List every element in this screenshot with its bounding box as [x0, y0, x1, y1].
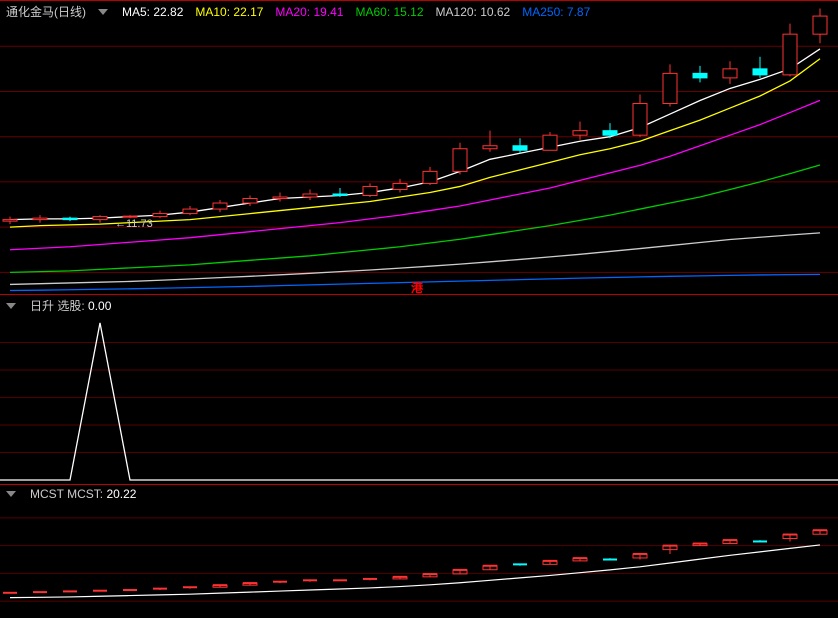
- stock-title: 通化金马(日线): [6, 3, 86, 20]
- chevron-down-icon[interactable]: [6, 491, 16, 497]
- ma5-label: MA5: 22.82: [122, 5, 183, 19]
- candlestick-chart[interactable]: [0, 1, 838, 295]
- ma60-label: MA60: 15.12: [355, 5, 423, 19]
- panel1-header: 通化金马(日线) MA5: 22.82 MA10: 22.17 MA20: 19…: [6, 3, 590, 20]
- ma10-label: MA10: 22.17: [195, 5, 263, 19]
- price-annotation: ←11.73: [115, 218, 153, 230]
- ma250-label: MA250: 7.87: [522, 5, 590, 19]
- indicator3-chart[interactable]: [0, 485, 838, 618]
- indicator-panel-2[interactable]: 日升 选股: 0.00: [0, 294, 838, 484]
- indicator3-label: MCST MCST: 20.22: [30, 487, 136, 501]
- main-candlestick-panel[interactable]: 通化金马(日线) MA5: 22.82 MA10: 22.17 MA20: 19…: [0, 0, 838, 294]
- chevron-down-icon[interactable]: [6, 303, 16, 309]
- indicator-panel-3[interactable]: MCST MCST: 20.22: [0, 484, 838, 617]
- ma20-label: MA20: 19.41: [275, 5, 343, 19]
- panel3-header: MCST MCST: 20.22: [6, 487, 136, 501]
- chevron-down-icon[interactable]: [98, 9, 108, 15]
- indicator2-chart[interactable]: [0, 295, 838, 485]
- indicator2-label: 日升 选股: 0.00: [30, 297, 111, 314]
- ma120-label: MA120: 10.62: [436, 5, 511, 19]
- panel2-header: 日升 选股: 0.00: [6, 297, 111, 314]
